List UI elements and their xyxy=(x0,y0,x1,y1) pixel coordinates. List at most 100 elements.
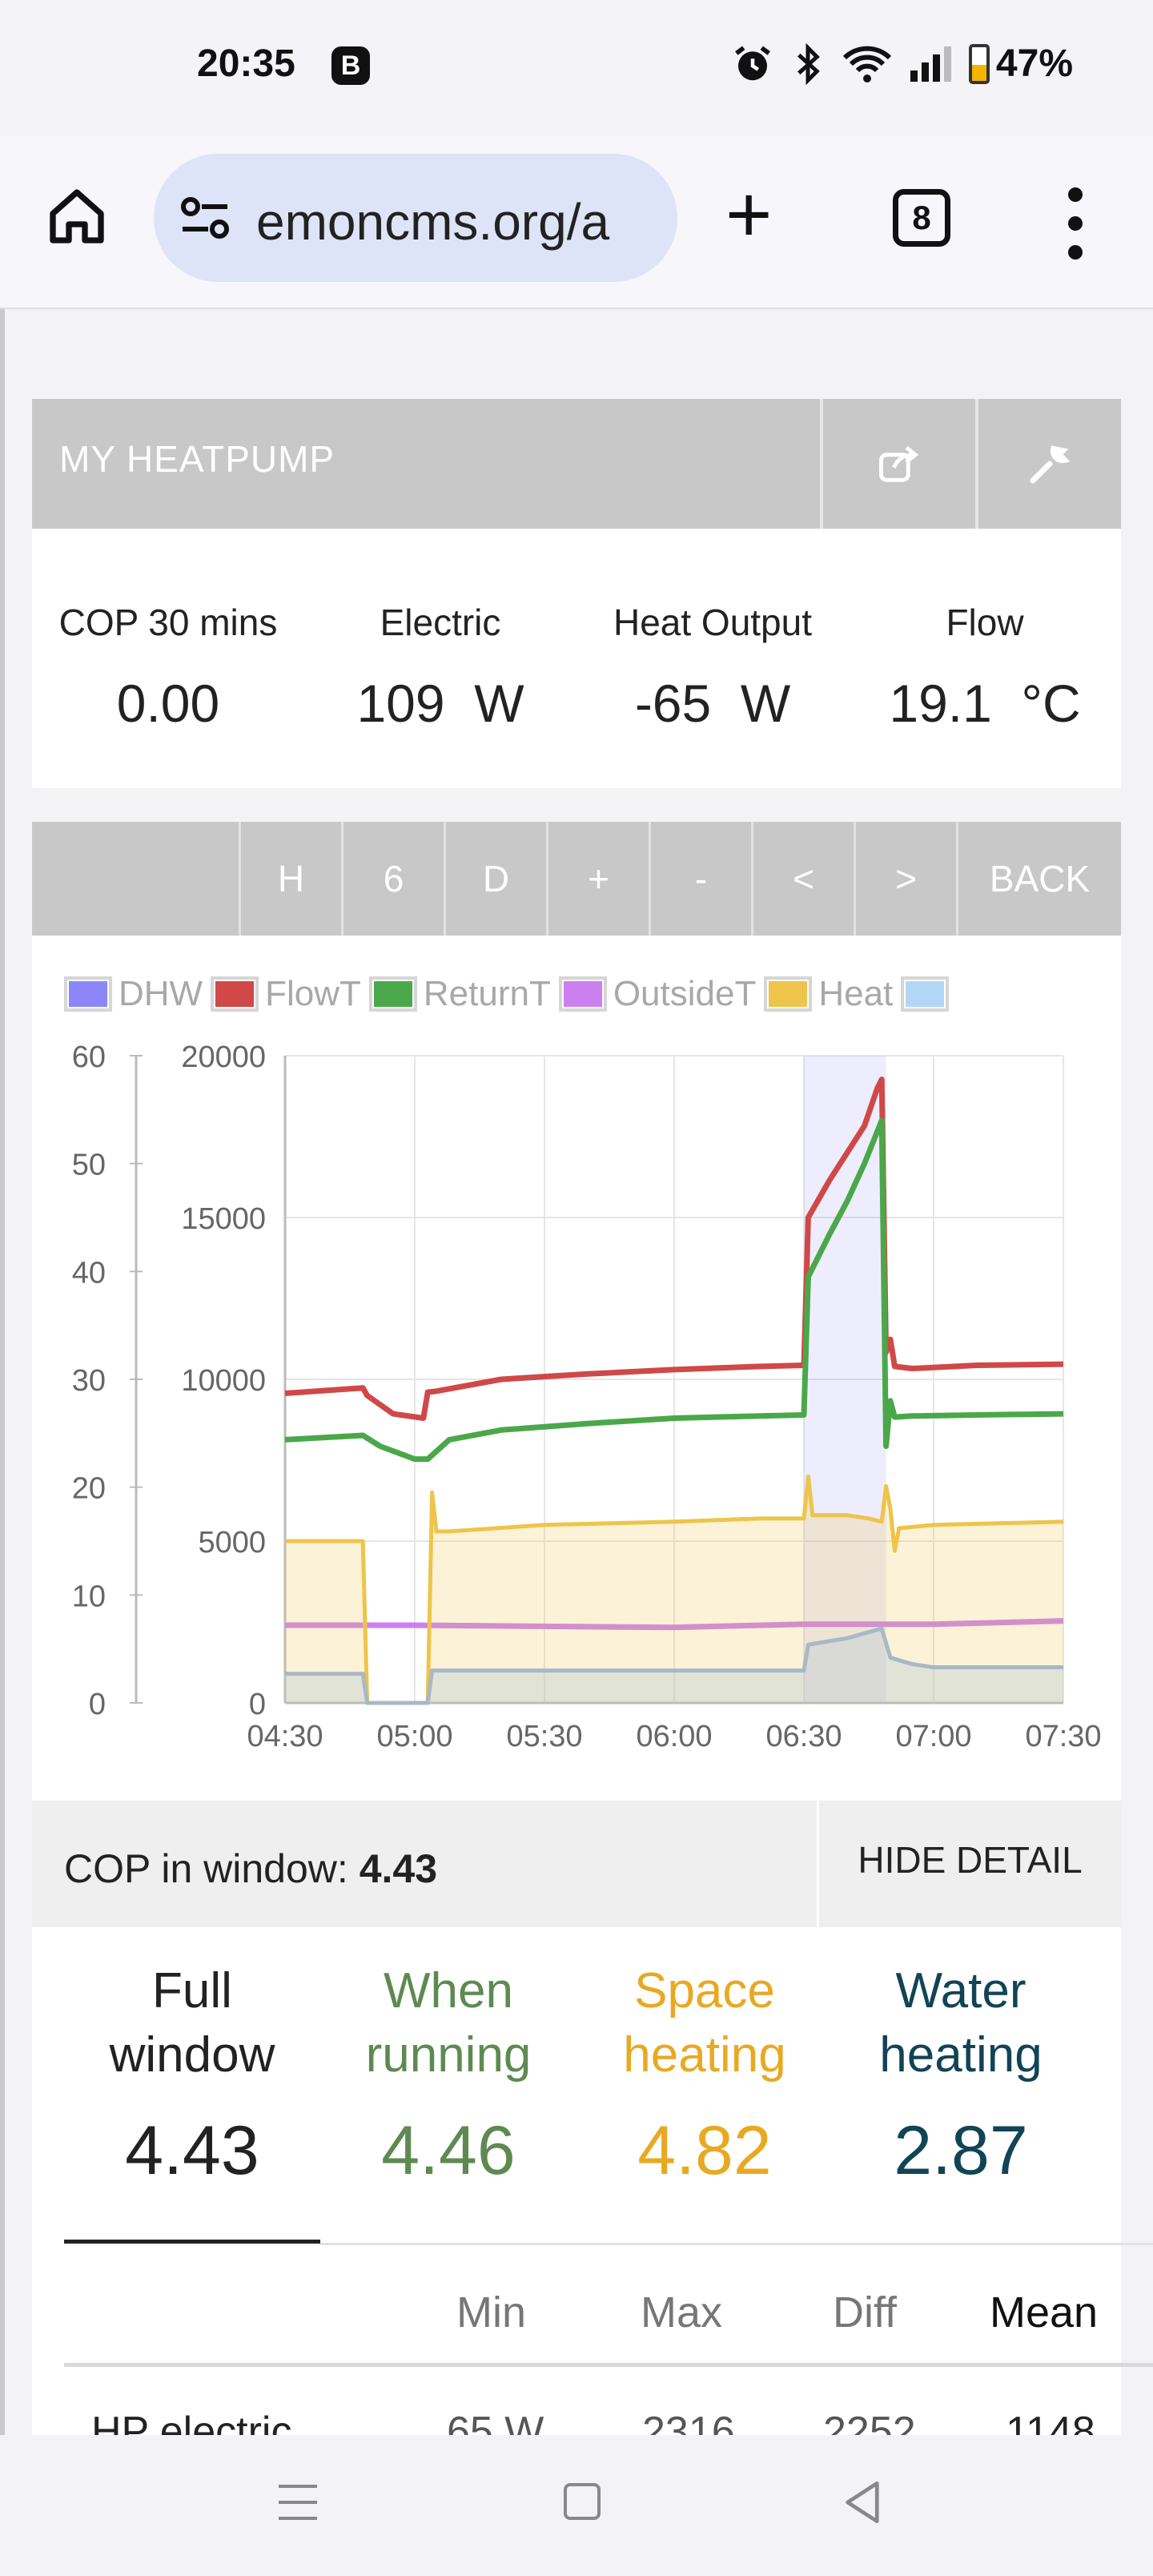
share-button[interactable] xyxy=(820,399,975,529)
legend-label: OutsideT xyxy=(613,974,757,1013)
nav-day-button[interactable]: D xyxy=(444,822,546,936)
notification-badge: B xyxy=(331,46,370,85)
stat-value: 109 W xyxy=(356,674,524,733)
tab-switcher-button[interactable]: 8 xyxy=(893,189,950,247)
tab-when-running[interactable]: When running 4.46 xyxy=(320,1959,576,2191)
legend-swatch xyxy=(906,981,945,1007)
cell-max: 2316 xyxy=(642,2409,735,2435)
wifi-icon xyxy=(842,46,892,83)
site-settings-icon[interactable] xyxy=(179,194,231,242)
home-icon[interactable] xyxy=(45,184,109,248)
status-time: 20:35 xyxy=(197,42,295,85)
cell-diff: 2252 xyxy=(823,2409,916,2435)
system-back-icon[interactable] xyxy=(842,2480,884,2525)
left-edge-divider xyxy=(0,309,5,2435)
legend-label: Heat xyxy=(818,974,894,1013)
hide-detail-button[interactable]: HIDE DETAIL xyxy=(817,1801,1121,1927)
series-area-heat xyxy=(285,1476,1063,1703)
line-chart[interactable]: 0 10 20 30 40 50 60 0 5000 10000 15000 20000 04:30 05… xyxy=(32,936,1121,1801)
tab-label: Water xyxy=(895,1963,1026,2019)
cell-min: 65 W xyxy=(447,2409,544,2435)
browser-menu-button[interactable] xyxy=(1065,187,1086,260)
y-left-tick-label: 60 xyxy=(72,1040,106,1074)
zoom-out-button[interactable]: - xyxy=(649,822,751,936)
y-left-tick-label: 10 xyxy=(72,1580,106,1613)
zoom-in-button[interactable]: + xyxy=(546,822,649,936)
x-tick-label: 06:30 xyxy=(765,1720,842,1753)
y-right-tick-label: 15000 xyxy=(181,1202,266,1236)
y-left-tick-label: 0 xyxy=(89,1688,106,1721)
wrench-icon xyxy=(1030,445,1071,484)
stat-label: Electric xyxy=(380,602,501,643)
column-header-min: Min xyxy=(456,2288,527,2337)
y-left-tick-label: 50 xyxy=(72,1149,106,1182)
address-bar[interactable]: emoncms.org/a xyxy=(154,154,677,282)
y-right-tick-label: 20000 xyxy=(181,1040,266,1074)
stat-label: Flow xyxy=(946,602,1024,643)
x-tick-label: 05:00 xyxy=(376,1720,452,1753)
tab-label: Space xyxy=(634,1963,775,2019)
settings-button[interactable] xyxy=(975,399,1121,529)
legend-item[interactable] xyxy=(901,974,955,1014)
series-line-returnt xyxy=(284,1117,1064,1463)
tab-label: running xyxy=(365,2027,532,2083)
y-right-tick-label: 5000 xyxy=(198,1526,266,1560)
new-tab-button[interactable]: + xyxy=(725,170,773,260)
pan-right-button[interactable]: > xyxy=(854,822,956,936)
stat-value: 0.00 xyxy=(116,674,220,733)
system-home-button[interactable] xyxy=(564,2483,601,2520)
recent-apps-button[interactable] xyxy=(279,2485,317,2520)
tab-label: window xyxy=(109,2027,275,2083)
legend-item[interactable]: FlowT xyxy=(211,974,361,1014)
legend-item[interactable]: OutsideT xyxy=(558,974,757,1014)
tab-value: 4.43 xyxy=(125,2112,259,2189)
series-line-outsidet xyxy=(285,1618,1064,1631)
series-line-unnamed xyxy=(285,1626,1063,1705)
x-tick-label: 07:00 xyxy=(895,1720,971,1753)
widget-header: MY HEATPUMP xyxy=(32,399,1121,529)
browser-toolbar: emoncms.org/a + 8 xyxy=(0,136,1153,309)
signal-icon xyxy=(910,46,951,82)
tab-space-heating[interactable]: Space heating 4.82 xyxy=(576,1959,833,2191)
x-tick-label: 04:30 xyxy=(247,1720,323,1753)
column-header-diff: Diff xyxy=(833,2288,898,2337)
legend-swatch xyxy=(215,981,255,1007)
table-header-rule xyxy=(64,2363,1153,2367)
share-icon xyxy=(879,445,919,482)
stat-value: 19.1 °C xyxy=(889,674,1081,733)
url-text[interactable]: emoncms.org/a xyxy=(256,193,610,251)
legend-swatch xyxy=(563,981,602,1007)
battery-icon xyxy=(968,43,990,84)
bluetooth-icon xyxy=(797,42,820,85)
legend-item[interactable]: ReturnT xyxy=(368,974,551,1014)
y-left-tick-label: 20 xyxy=(72,1472,106,1506)
legend-label: ReturnT xyxy=(423,974,551,1013)
alarm-icon xyxy=(734,46,770,80)
cell-mean: 1148 xyxy=(1006,2409,1095,2435)
tab-label: heating xyxy=(879,2027,1043,2083)
cop-window-value: 4.43 xyxy=(359,1846,438,1891)
pan-left-button[interactable]: < xyxy=(751,822,854,936)
x-tick-label: 05:30 xyxy=(506,1720,582,1753)
tab-value: 4.46 xyxy=(381,2112,516,2189)
tab-value: 2.87 xyxy=(894,2112,1028,2189)
y-right-tick-label: 10000 xyxy=(181,1364,266,1398)
stat-label: COP 30 mins xyxy=(58,602,278,643)
back-button[interactable]: BACK xyxy=(956,822,1121,936)
tab-full-window[interactable]: Full window 4.43 xyxy=(64,1959,320,2191)
column-header-max: Max xyxy=(641,2288,723,2337)
status-bar: 20:35 B 47% xyxy=(0,0,1153,136)
time-nav-bar: H 6 D + - < > BACK xyxy=(32,822,1121,936)
y-left-tick-label: 40 xyxy=(72,1256,106,1290)
nav-hour-button[interactable]: H xyxy=(239,822,341,936)
legend-item[interactable]: DHW xyxy=(64,974,203,1014)
tab-water-heating[interactable]: Water heating 2.87 xyxy=(833,1959,1089,2191)
x-tick-label: 06:00 xyxy=(636,1720,712,1753)
tab-label: When xyxy=(384,1963,513,2019)
detail-panel: Full window 4.43 When running 4.46 Space… xyxy=(32,1927,1153,2435)
row-label: HP electric xyxy=(91,2409,292,2435)
nav-6h-button[interactable]: 6 xyxy=(341,822,444,936)
tab-label: Full xyxy=(152,1963,232,2019)
system-nav-bar xyxy=(0,2435,1153,2576)
legend-item[interactable]: Heat xyxy=(764,974,893,1014)
